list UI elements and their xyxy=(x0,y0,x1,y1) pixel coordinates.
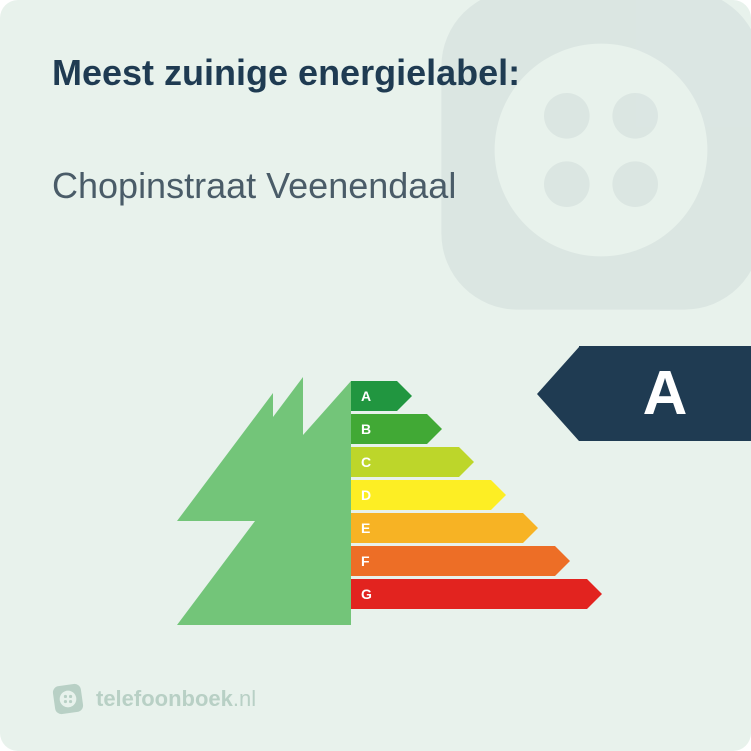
footer: telefoonboek.nl xyxy=(52,683,256,715)
bar-label: E xyxy=(351,513,523,543)
bar-label: A xyxy=(351,381,397,411)
bar-arrow-icon xyxy=(491,480,506,510)
house-icon xyxy=(155,365,351,637)
bar-arrow-icon xyxy=(555,546,570,576)
bar-label: F xyxy=(351,546,555,576)
bar-arrow-icon xyxy=(397,381,412,411)
bar-arrow-icon xyxy=(427,414,442,444)
bar-label: D xyxy=(351,480,491,510)
rating-badge: A xyxy=(537,346,751,441)
footer-brand: telefoonboek.nl xyxy=(96,686,256,712)
bar-label: B xyxy=(351,414,427,444)
page-title: Meest zuinige energielabel: xyxy=(52,52,520,94)
bar-arrow-icon xyxy=(587,579,602,609)
energy-label-card: Meest zuinige energielabel: Chopinstraat… xyxy=(0,0,751,751)
bar-arrow-icon xyxy=(523,513,538,543)
footer-brand-light: .nl xyxy=(233,686,256,711)
bar-label: C xyxy=(351,447,459,477)
footer-logo-icon xyxy=(52,683,84,715)
footer-brand-bold: telefoonboek xyxy=(96,686,233,711)
badge-arrow xyxy=(537,347,579,441)
badge-text: A xyxy=(579,346,751,441)
watermark-icon xyxy=(411,0,751,340)
bar-label: G xyxy=(351,579,587,609)
bar-arrow-icon xyxy=(459,447,474,477)
location-subtitle: Chopinstraat Veenendaal xyxy=(52,165,456,207)
